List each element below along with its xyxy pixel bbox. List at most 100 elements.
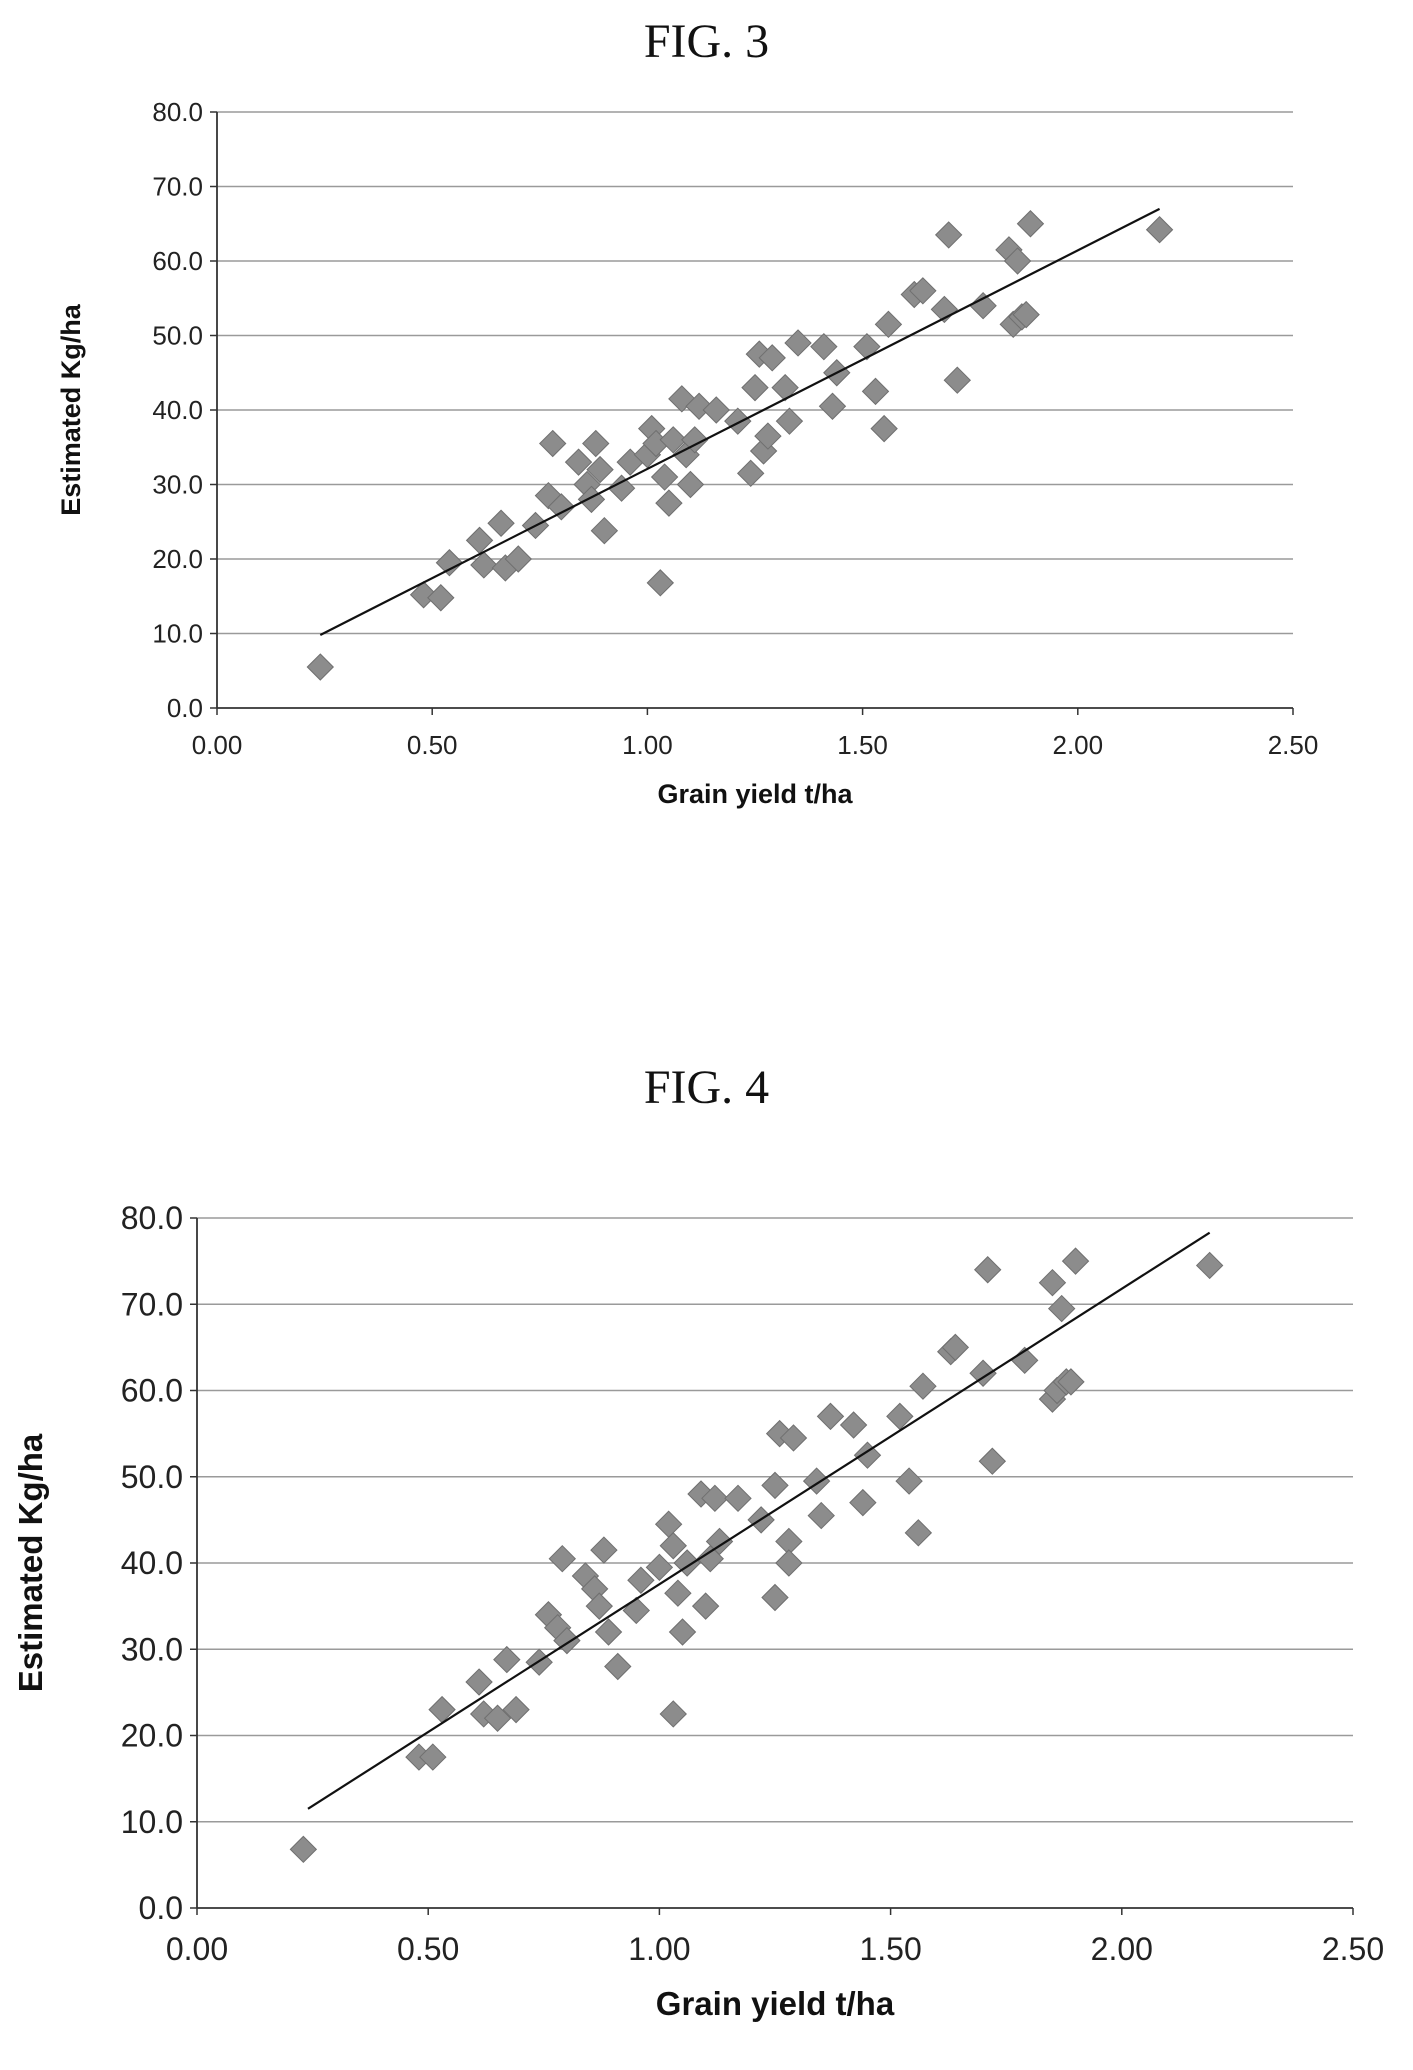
chart-4-x-tick-label: 0.00 (166, 1931, 228, 1967)
chart-4-data-point (1195, 1251, 1224, 1280)
chart-3-x-axis-title: Grain yield t/ha (657, 779, 853, 809)
chart-3-x-tick-label: 0.00 (192, 730, 243, 760)
chart-3-data-point (586, 455, 614, 484)
chart-3-data-point (409, 581, 438, 609)
chart-3-data-point (784, 329, 812, 357)
chart-3-data-point (547, 493, 576, 521)
chart-3-data-point (487, 509, 515, 537)
chart-4-trendline (307, 1231, 1211, 1810)
chart-3-data-point (655, 489, 683, 517)
chart-3-data-point (1003, 247, 1032, 275)
figure-3-title: FIG. 3 (643, 15, 770, 68)
chart-3-data-point (724, 407, 752, 435)
chart-3-data-point (681, 426, 709, 454)
chart-3-data-point (650, 463, 679, 491)
chart-3-data-point (775, 407, 804, 435)
chart-3-data-point (1145, 216, 1174, 244)
chart-4-x-tick-label: 0.50 (397, 1931, 459, 1967)
chart-4-data-point (590, 1536, 618, 1564)
chart-4-y-tick-label: 40.0 (121, 1545, 183, 1581)
chart-4-data-point (941, 1333, 970, 1362)
chart-4-data-point (664, 1579, 692, 1607)
chart-3-data-point (1012, 300, 1040, 329)
chart-3-data-point (969, 291, 997, 320)
chart-4-data-point (659, 1700, 687, 1728)
chart-4-y-axis-title: Estimated Kg/ha (12, 1433, 49, 1692)
chart-4-data-point (548, 1544, 577, 1573)
chart-3-y-tick-label: 50.0 (152, 321, 203, 351)
chart-3-data-point (771, 373, 799, 402)
chart-4-data-point (978, 1447, 1007, 1475)
chart-4-x-axis-title: Grain yield t/ha (656, 1985, 895, 2022)
chart-4-data-point (645, 1553, 674, 1582)
chart-3-y-tick-label: 40.0 (152, 395, 203, 425)
chart-4-data-point (724, 1484, 752, 1513)
chart-3-x-tick-label: 1.50 (837, 730, 888, 760)
chart-4-data-point (691, 1592, 720, 1620)
chart-4-data-point (627, 1566, 655, 1594)
chart-4-x-tick-label: 1.50 (859, 1931, 921, 1967)
chart-4-data-point (659, 1532, 687, 1560)
chart-4-y-tick-label: 30.0 (121, 1631, 183, 1667)
chart-4-data-point (807, 1501, 835, 1530)
chart-4-x-tick-label: 1.00 (628, 1931, 690, 1967)
chart-4-data-point (779, 1424, 808, 1452)
chart-3-data-point (564, 448, 593, 476)
chart-3-data-point (741, 373, 769, 402)
chart-3-data-point (539, 429, 567, 458)
chart-3-data-point (306, 653, 335, 681)
chart-3-y-tick-label: 20.0 (152, 544, 203, 574)
chart-4-data-point (502, 1695, 530, 1724)
chart-4-data-point (705, 1527, 734, 1556)
chart-3-data-point (909, 277, 937, 305)
figure-4-title: FIG. 4 (643, 1061, 770, 1114)
chart-3-y-tick-label: 0.0 (167, 693, 203, 723)
chart-4-data-point (904, 1519, 933, 1547)
chart-4-y-tick-label: 50.0 (121, 1459, 183, 1495)
chart-3-y-axis-title: Estimated Kg/ha (56, 303, 86, 516)
figure-4-scatter-chart: 0.0 10.0 20.0 30.0 40.0 50.0 60.0 70.0 80.0 0.00 0… (12, 1200, 1384, 2022)
chart-4-data-point (775, 1549, 803, 1577)
chart-3-y-tick-label: 30.0 (152, 470, 203, 500)
chart-3-data-point (427, 584, 455, 612)
chart-4-data-point (1047, 1294, 1076, 1323)
chart-4-data-point (839, 1411, 868, 1439)
chart-4-data-point (428, 1695, 456, 1724)
chart-3-data-point (470, 551, 498, 579)
chart-3-data-point (607, 474, 636, 502)
chart-4-data-point (585, 1592, 613, 1620)
chart-4-y-tick-label: 10.0 (121, 1804, 183, 1840)
chart-3-data-point (861, 377, 890, 406)
chart-3-data-point (646, 569, 675, 597)
figure-3-scatter-chart: 0.0 10.0 20.0 30.0 40.0 50.0 60.0 70.0 80.0 0.00 0… (56, 97, 1318, 809)
chart-4-data-point (483, 1704, 512, 1732)
chart-4-y-tick-label: 60.0 (121, 1373, 183, 1409)
chart-3-y-tick-label: 70.0 (152, 172, 203, 202)
chart-4-data-point (622, 1596, 650, 1625)
chart-3-data-point (818, 392, 847, 420)
chart-3-y-tick-label: 80.0 (152, 97, 203, 127)
chart-4-data-point (816, 1402, 845, 1431)
chart-4-data-point (493, 1645, 521, 1674)
chart-4-data-point (668, 1618, 697, 1646)
chart-4-data-point (654, 1510, 683, 1538)
chart-4-data-point (289, 1835, 318, 1864)
chart-4-data-point (761, 1471, 789, 1500)
chart-3-data-point (504, 545, 532, 573)
chart-4-data-point (594, 1618, 623, 1646)
chart-3-trendline (319, 207, 1161, 636)
chart-3-data-point (934, 221, 963, 249)
chart-4-x-tick-label: 2.50 (1322, 1931, 1384, 1967)
chart-4-data-point (973, 1256, 1002, 1284)
chart-3-y-tick-label: 10.0 (152, 619, 203, 649)
chart-4-y-tick-label: 70.0 (121, 1286, 183, 1322)
chart-4-data-point (465, 1668, 493, 1696)
chart-3-data-point (582, 429, 610, 458)
chart-3-data-point (676, 470, 705, 499)
chart-4-data-point (895, 1467, 923, 1495)
chart-3-data-point (870, 414, 898, 443)
chart-3-x-tick-label: 2.00 (1052, 730, 1103, 760)
chart-3-data-point (853, 332, 881, 361)
chart-4-data-point (761, 1583, 789, 1612)
chart-3-data-point (874, 310, 903, 339)
